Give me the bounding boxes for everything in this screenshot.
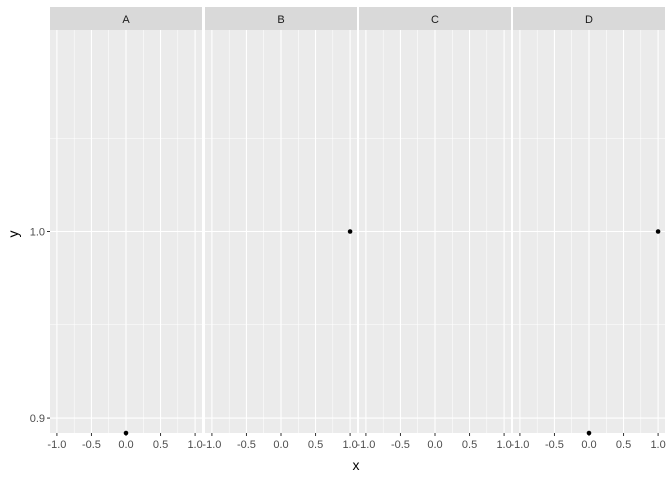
- facet-strip: [359, 7, 511, 30]
- facet-C: C -1.0 -0.5 0.0 0.5 1.0: [356, 7, 512, 451]
- x-axis-title: x: [353, 457, 360, 473]
- x-tick-label: 0.0: [581, 439, 596, 451]
- data-point: [586, 430, 592, 436]
- facet-D: D -1.0 -0.5 0.0 0.5 1.0: [510, 7, 666, 451]
- facet-strip: [50, 7, 202, 30]
- x-tick-label: 0.0: [427, 439, 442, 451]
- facet-strip-label: C: [431, 14, 439, 26]
- facet-strip-label: A: [122, 14, 130, 26]
- x-tick-label: -1.0: [356, 439, 375, 451]
- facet-strip: [513, 7, 665, 30]
- x-tick-label: -0.5: [391, 439, 410, 451]
- x-tick-label: -1.0: [510, 439, 529, 451]
- facet-panels: A -1.0 -0.5 0.0 0.5 1.0 B -1.0 -0.5 0.0 0.5 1.0 C -1.…: [47, 7, 666, 451]
- facet-B: B -1.0 -0.5 0.0 0.5 1.0: [202, 7, 358, 451]
- x-tick-label: 0.0: [273, 439, 288, 451]
- x-tick-label: 0.0: [118, 439, 133, 451]
- facet-strip: [205, 7, 357, 30]
- facet-A: A -1.0 -0.5 0.0 0.5 1.0: [47, 7, 203, 451]
- y-tick-label: 0.9: [30, 413, 45, 425]
- x-tick-label: 1.0: [650, 439, 665, 451]
- facet-strip-label: D: [585, 14, 593, 26]
- data-point: [123, 430, 129, 436]
- x-tick-label: -0.5: [237, 439, 256, 451]
- x-tick-label: -1.0: [47, 439, 66, 451]
- x-tick-label: 0.5: [616, 439, 631, 451]
- x-tick-label: -0.5: [82, 439, 101, 451]
- data-point: [655, 229, 661, 234]
- y-tick-label: 1.0: [30, 227, 45, 239]
- y-axis: 0.9 1.0: [30, 227, 50, 425]
- x-tick-label: 1.0: [187, 439, 202, 451]
- facet-strip-label: B: [277, 14, 284, 26]
- x-tick-label: -0.5: [545, 439, 564, 451]
- y-axis-title: y: [5, 231, 21, 238]
- x-tick-label: 1.0: [496, 439, 511, 451]
- x-tick-label: 0.5: [462, 439, 477, 451]
- x-tick-label: 1.0: [342, 439, 357, 451]
- x-tick-label: 0.5: [308, 439, 323, 451]
- x-tick-label: 0.5: [153, 439, 168, 451]
- x-tick-label: -1.0: [202, 439, 221, 451]
- data-point: [347, 229, 353, 234]
